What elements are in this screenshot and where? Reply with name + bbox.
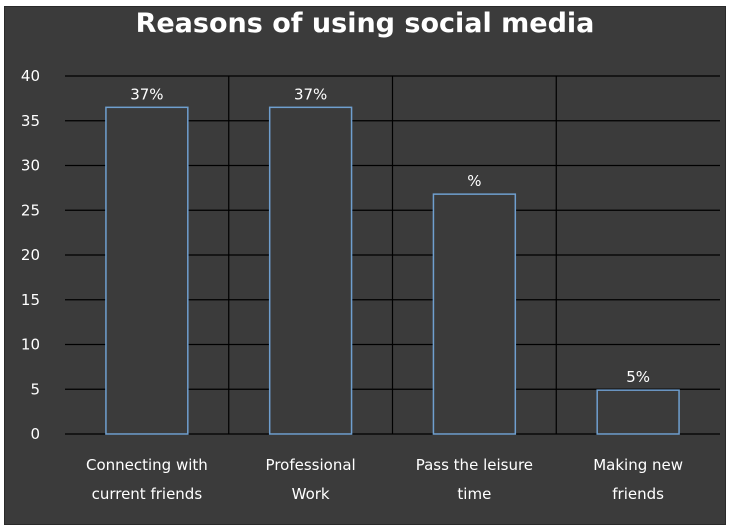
y-tick-label: 10 xyxy=(21,336,40,354)
y-tick-label: 30 xyxy=(21,157,40,175)
y-tick-label: 15 xyxy=(21,291,40,309)
y-tick-label: 0 xyxy=(30,425,40,443)
data-label: 37% xyxy=(130,85,163,103)
x-tick-label: Pass the leisure xyxy=(416,456,533,474)
data-label: 5% xyxy=(626,368,650,386)
bar xyxy=(105,106,189,435)
bar xyxy=(432,193,517,435)
bar xyxy=(268,106,353,435)
data-label: 37% xyxy=(294,85,327,103)
y-tick-label: 20 xyxy=(21,246,40,264)
y-tick-label: 40 xyxy=(21,67,40,85)
x-tick-label: friends xyxy=(612,485,664,503)
x-tick-label: Work xyxy=(292,485,330,503)
x-tick-label: Connecting with xyxy=(86,456,208,474)
x-tick-label: Making new xyxy=(593,456,683,474)
chart-title: Reasons of using social media xyxy=(135,8,595,39)
x-tick-label: Professional xyxy=(266,456,356,474)
data-label: % xyxy=(467,172,481,190)
x-tick-label: time xyxy=(457,485,491,503)
y-tick-label: 35 xyxy=(21,112,40,130)
y-tick-label: 5 xyxy=(30,380,40,398)
y-tick-label: 25 xyxy=(21,201,40,219)
x-tick-label: current friends xyxy=(92,485,203,503)
bar xyxy=(596,389,680,435)
